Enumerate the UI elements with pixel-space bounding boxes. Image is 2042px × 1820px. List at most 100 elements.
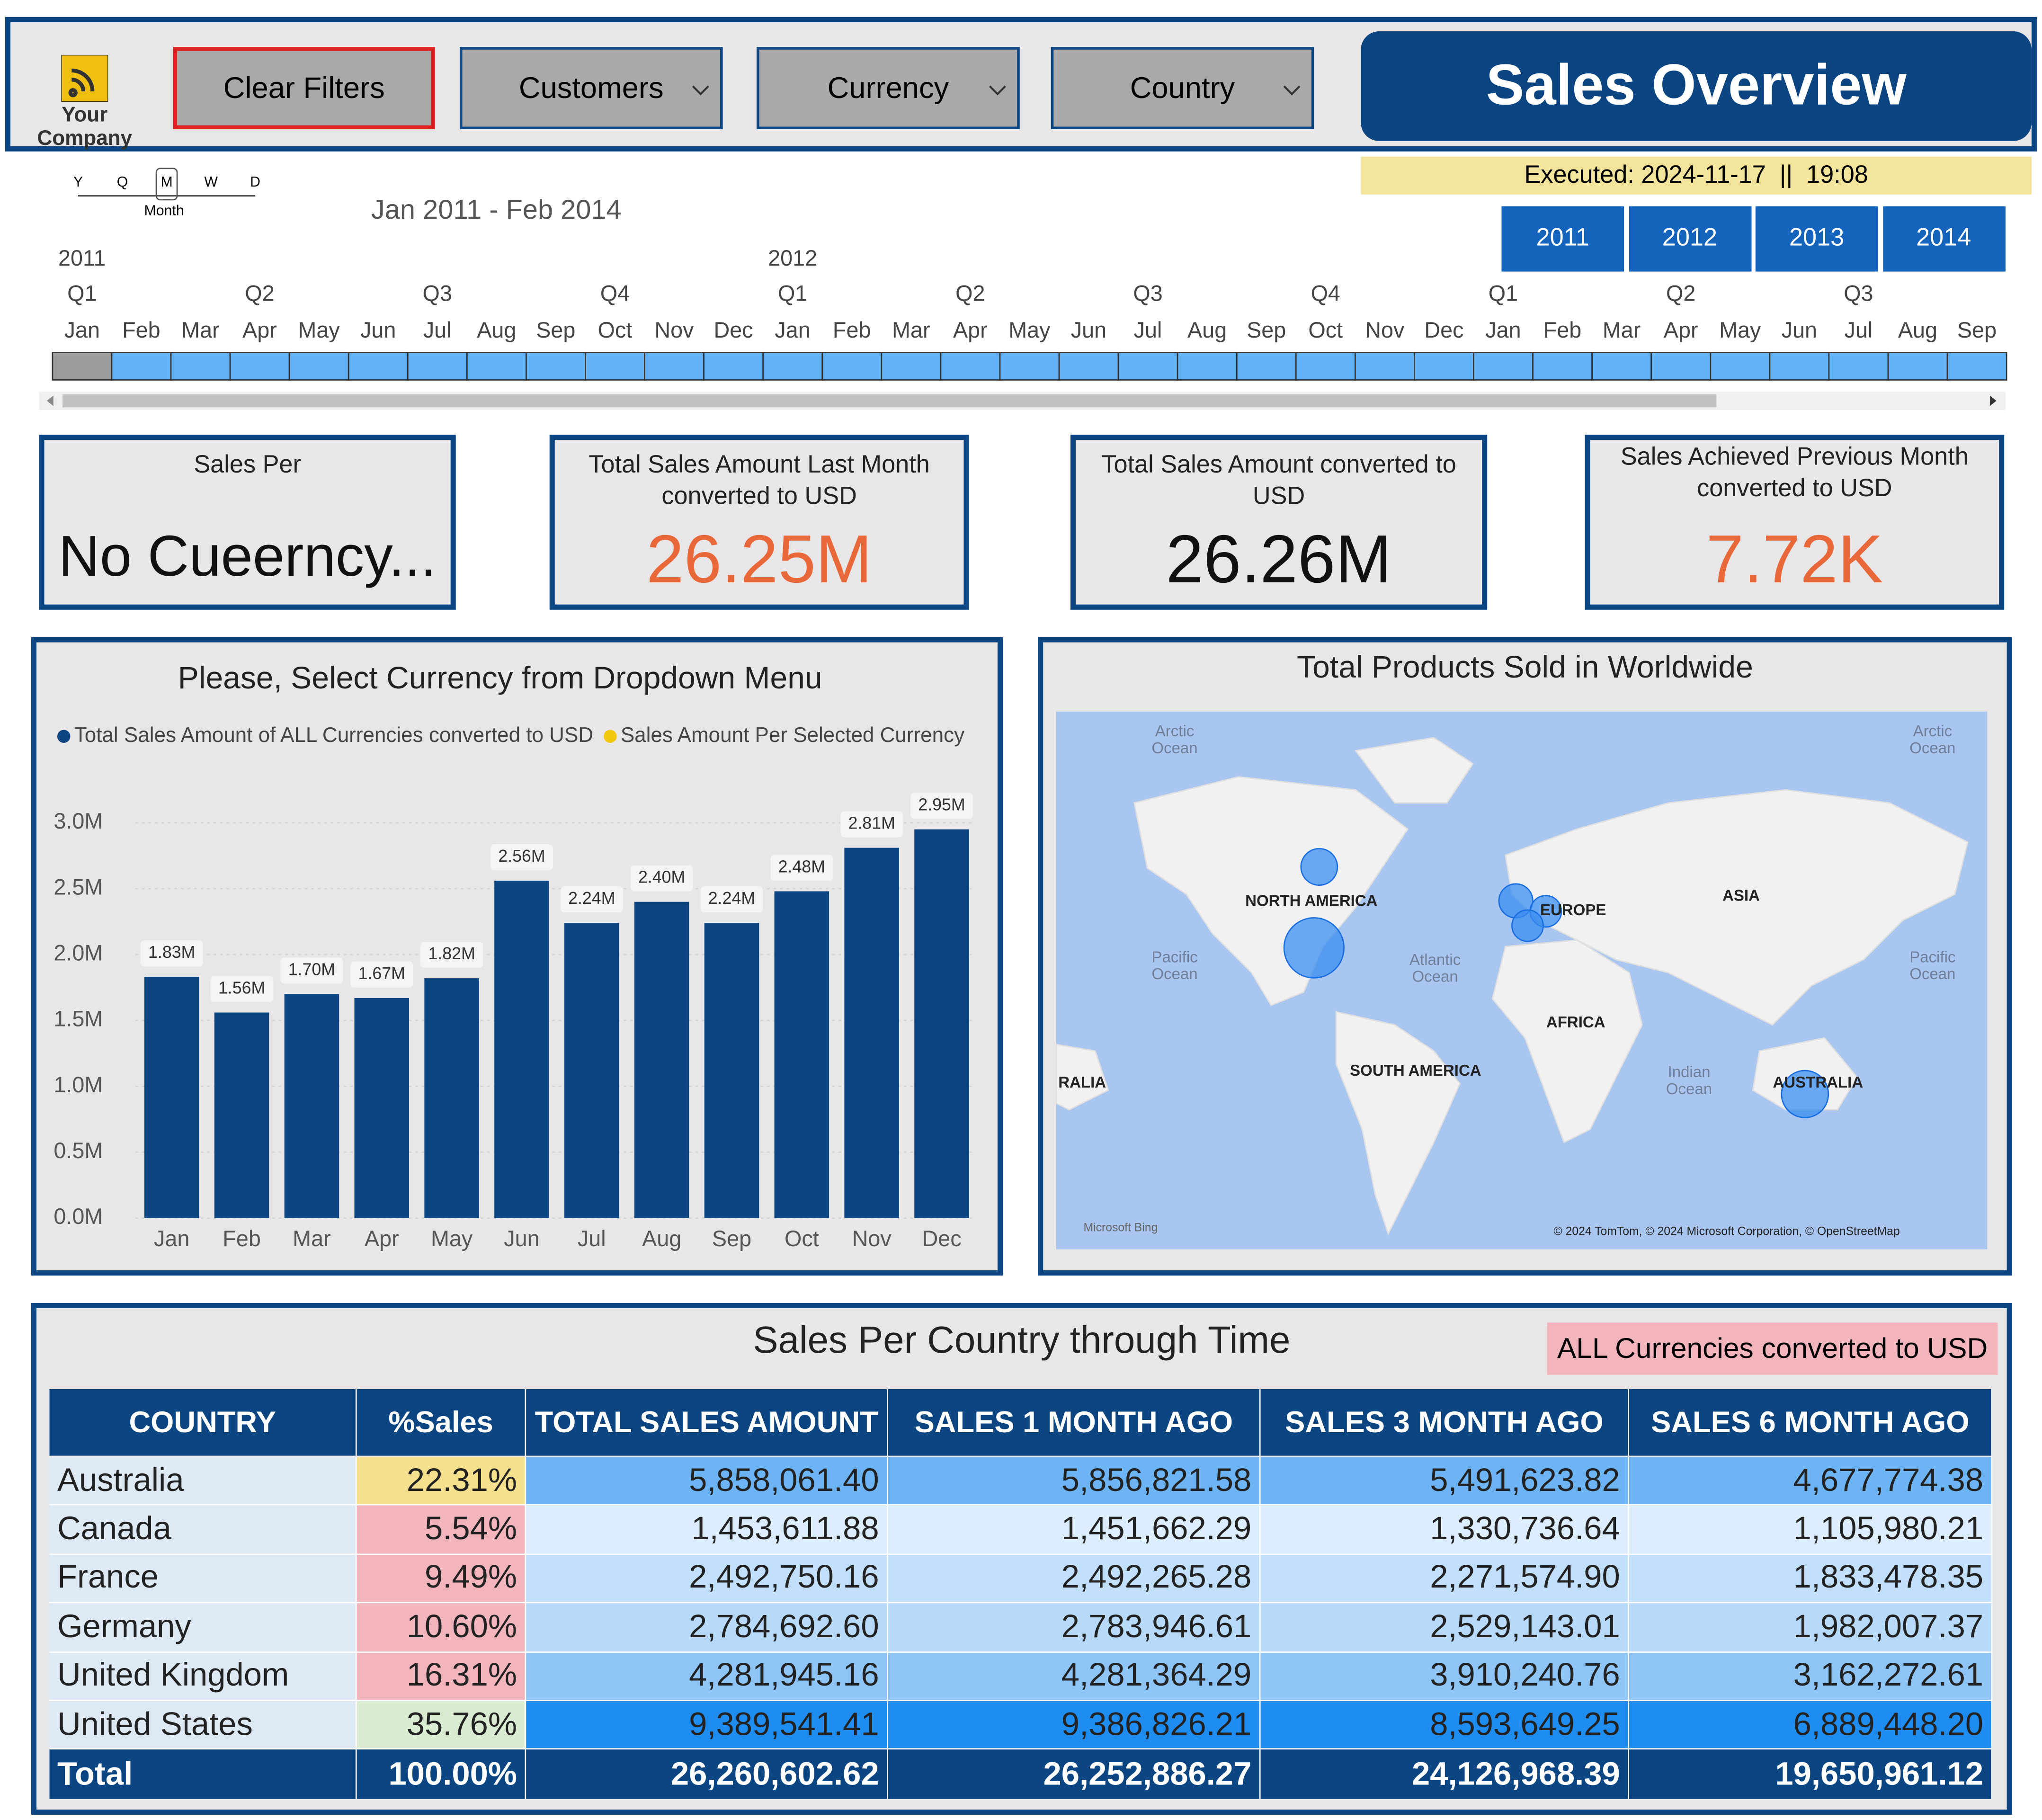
table-cell: 3,910,240.76 xyxy=(1260,1652,1630,1701)
timeline-cell xyxy=(229,352,290,381)
land xyxy=(1505,789,1969,1026)
column-header: SALES 1 MONTH AGO xyxy=(888,1389,1261,1456)
timeline-cell xyxy=(585,352,645,381)
timeline-month: Apr xyxy=(242,318,277,342)
timeline-cell xyxy=(1117,352,1178,381)
world-map xyxy=(1056,711,1988,1249)
timeline-cell xyxy=(52,352,113,381)
data-label: 2.40M xyxy=(638,868,685,887)
land xyxy=(1056,1044,1109,1111)
y-tick-label: 0.5M xyxy=(54,1138,103,1163)
timeline-cell xyxy=(940,352,1001,381)
timeline-month: Jul xyxy=(1134,318,1162,342)
timeline-month: Sep xyxy=(1957,318,1997,342)
timeline-cell xyxy=(1828,352,1889,381)
table-cell: 2,784,692.60 xyxy=(526,1603,888,1652)
timeline-month: Jul xyxy=(1845,318,1873,342)
timeline-quarter: Q1 xyxy=(67,281,97,306)
map-label: Arctic Ocean xyxy=(1909,722,1956,758)
column-header: %Sales xyxy=(357,1389,526,1456)
x-tick-label: Dec xyxy=(922,1226,961,1251)
map-label: Pacific Ocean xyxy=(1151,947,1198,983)
map-label: Pacific Ocean xyxy=(1909,947,1956,983)
kpi-card: Total Sales Amount converted to USD 26.26… xyxy=(1070,435,1488,610)
year-button[interactable]: 2013 xyxy=(1755,206,1878,272)
year-button[interactable]: 2012 xyxy=(1628,206,1751,272)
timeline-month: Oct xyxy=(1308,318,1343,342)
granularity-label: Month xyxy=(144,203,184,219)
y-tick-label: 2.5M xyxy=(54,874,103,899)
dropdown[interactable]: Customers xyxy=(459,47,723,129)
map-bubble xyxy=(1781,1070,1829,1118)
scroll-left xyxy=(47,395,54,406)
timeline-cell xyxy=(1769,352,1830,381)
kpi-title: Total Sales Amount converted to USD xyxy=(1101,452,1456,511)
data-label-bg xyxy=(770,855,833,881)
data-label: 2.24M xyxy=(708,889,755,908)
map-bubble xyxy=(1511,909,1544,942)
data-label-bg xyxy=(420,941,483,968)
legend-dot xyxy=(604,730,617,743)
scrollbar-thumb xyxy=(62,394,1717,408)
timeline-cell xyxy=(111,352,172,381)
table-cell: 2,271,574.90 xyxy=(1260,1554,1630,1604)
y-tick-label: 0.0M xyxy=(54,1204,103,1229)
year-button[interactable]: 2011 xyxy=(1501,206,1624,272)
table-cell: 8,593,649.25 xyxy=(1260,1701,1630,1750)
x-tick-label: Nov xyxy=(852,1226,892,1251)
map-title: Total Products Sold in Worldwide xyxy=(1297,650,1753,686)
timeline-month: Feb xyxy=(833,318,871,342)
timeline-month: Jun xyxy=(1782,318,1817,342)
chevron xyxy=(692,85,709,96)
timeline-cell xyxy=(821,352,883,381)
timeline-quarter: Q2 xyxy=(955,281,985,306)
table-cell: France xyxy=(49,1554,357,1604)
timeline-quarter: Q1 xyxy=(1489,281,1518,306)
timeline-month: Aug xyxy=(477,318,516,342)
year-button[interactable]: 2014 xyxy=(1882,206,2005,272)
data-label: 2.24M xyxy=(568,889,615,908)
land xyxy=(1335,1011,1461,1236)
x-tick-label: Sep xyxy=(712,1226,751,1251)
table-cell: 1,453,611.88 xyxy=(526,1506,888,1555)
legend-label: Total Sales Amount of ALL Currencies con… xyxy=(74,723,593,747)
table-cell: 5,858,061.40 xyxy=(526,1457,888,1506)
table-cell: 4,281,364.29 xyxy=(888,1652,1261,1701)
bar xyxy=(774,891,829,1218)
timeline-cell xyxy=(1650,352,1712,381)
timeline-cell xyxy=(407,352,468,381)
data-label: 1.67M xyxy=(358,964,405,983)
table-cell: 22.31% xyxy=(357,1457,526,1506)
dropdown[interactable]: Country xyxy=(1051,47,1314,129)
kpi-value: 7.72K xyxy=(1706,522,1883,598)
kpi-title: Sales Achieved Previous Month converted … xyxy=(1620,444,1969,503)
map-label: AUSTRALIA xyxy=(1773,1073,1864,1092)
x-tick-label: Oct xyxy=(785,1226,819,1251)
timeline-month: Jul xyxy=(423,318,452,342)
timeline-cell xyxy=(703,352,764,381)
timeline-cell xyxy=(1058,352,1119,381)
map-copyright: © 2024 TomTom, © 2024 Microsoft Corporat… xyxy=(1553,1224,1900,1238)
total-cell: 26,260,602.62 xyxy=(526,1749,888,1799)
timeline-cell xyxy=(526,352,586,381)
timeline-month: Feb xyxy=(122,318,161,342)
data-label-bg xyxy=(630,865,693,892)
map-label: Arctic Ocean xyxy=(1151,722,1198,758)
total-cell: 100.00% xyxy=(357,1749,526,1799)
data-label: 2.48M xyxy=(778,857,825,876)
table-cell: Australia xyxy=(49,1457,357,1506)
table-cell: Canada xyxy=(49,1506,357,1555)
x-tick-label: Jan xyxy=(154,1226,189,1251)
granularity-selected xyxy=(155,168,178,201)
map-provider: Microsoft Bing xyxy=(1083,1221,1158,1234)
timeline-cell xyxy=(762,352,823,381)
table-cell: 35.76% xyxy=(357,1701,526,1750)
clear-filters-button[interactable]: Clear Filters xyxy=(173,47,435,129)
data-label: 1.83M xyxy=(148,943,195,962)
timeline-cell xyxy=(1295,352,1356,381)
timeline-month: Mar xyxy=(181,318,219,342)
timeline-quarter: Q2 xyxy=(245,281,274,306)
bar xyxy=(354,998,410,1218)
timeline-month: Dec xyxy=(1424,318,1463,342)
dropdown[interactable]: Currency xyxy=(757,47,1020,129)
